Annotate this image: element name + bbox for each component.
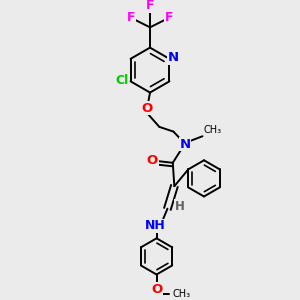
Text: N: N (180, 138, 191, 151)
Text: CH₃: CH₃ (172, 289, 190, 299)
Text: O: O (141, 102, 152, 115)
Text: Cl: Cl (115, 74, 128, 87)
Text: NH: NH (145, 219, 166, 232)
Text: O: O (151, 283, 162, 296)
Text: F: F (126, 11, 135, 24)
Text: O: O (147, 154, 158, 167)
Text: N: N (168, 51, 179, 64)
Text: F: F (146, 0, 154, 12)
Text: CH₃: CH₃ (204, 125, 222, 135)
Text: F: F (165, 11, 174, 24)
Text: H: H (174, 200, 184, 213)
